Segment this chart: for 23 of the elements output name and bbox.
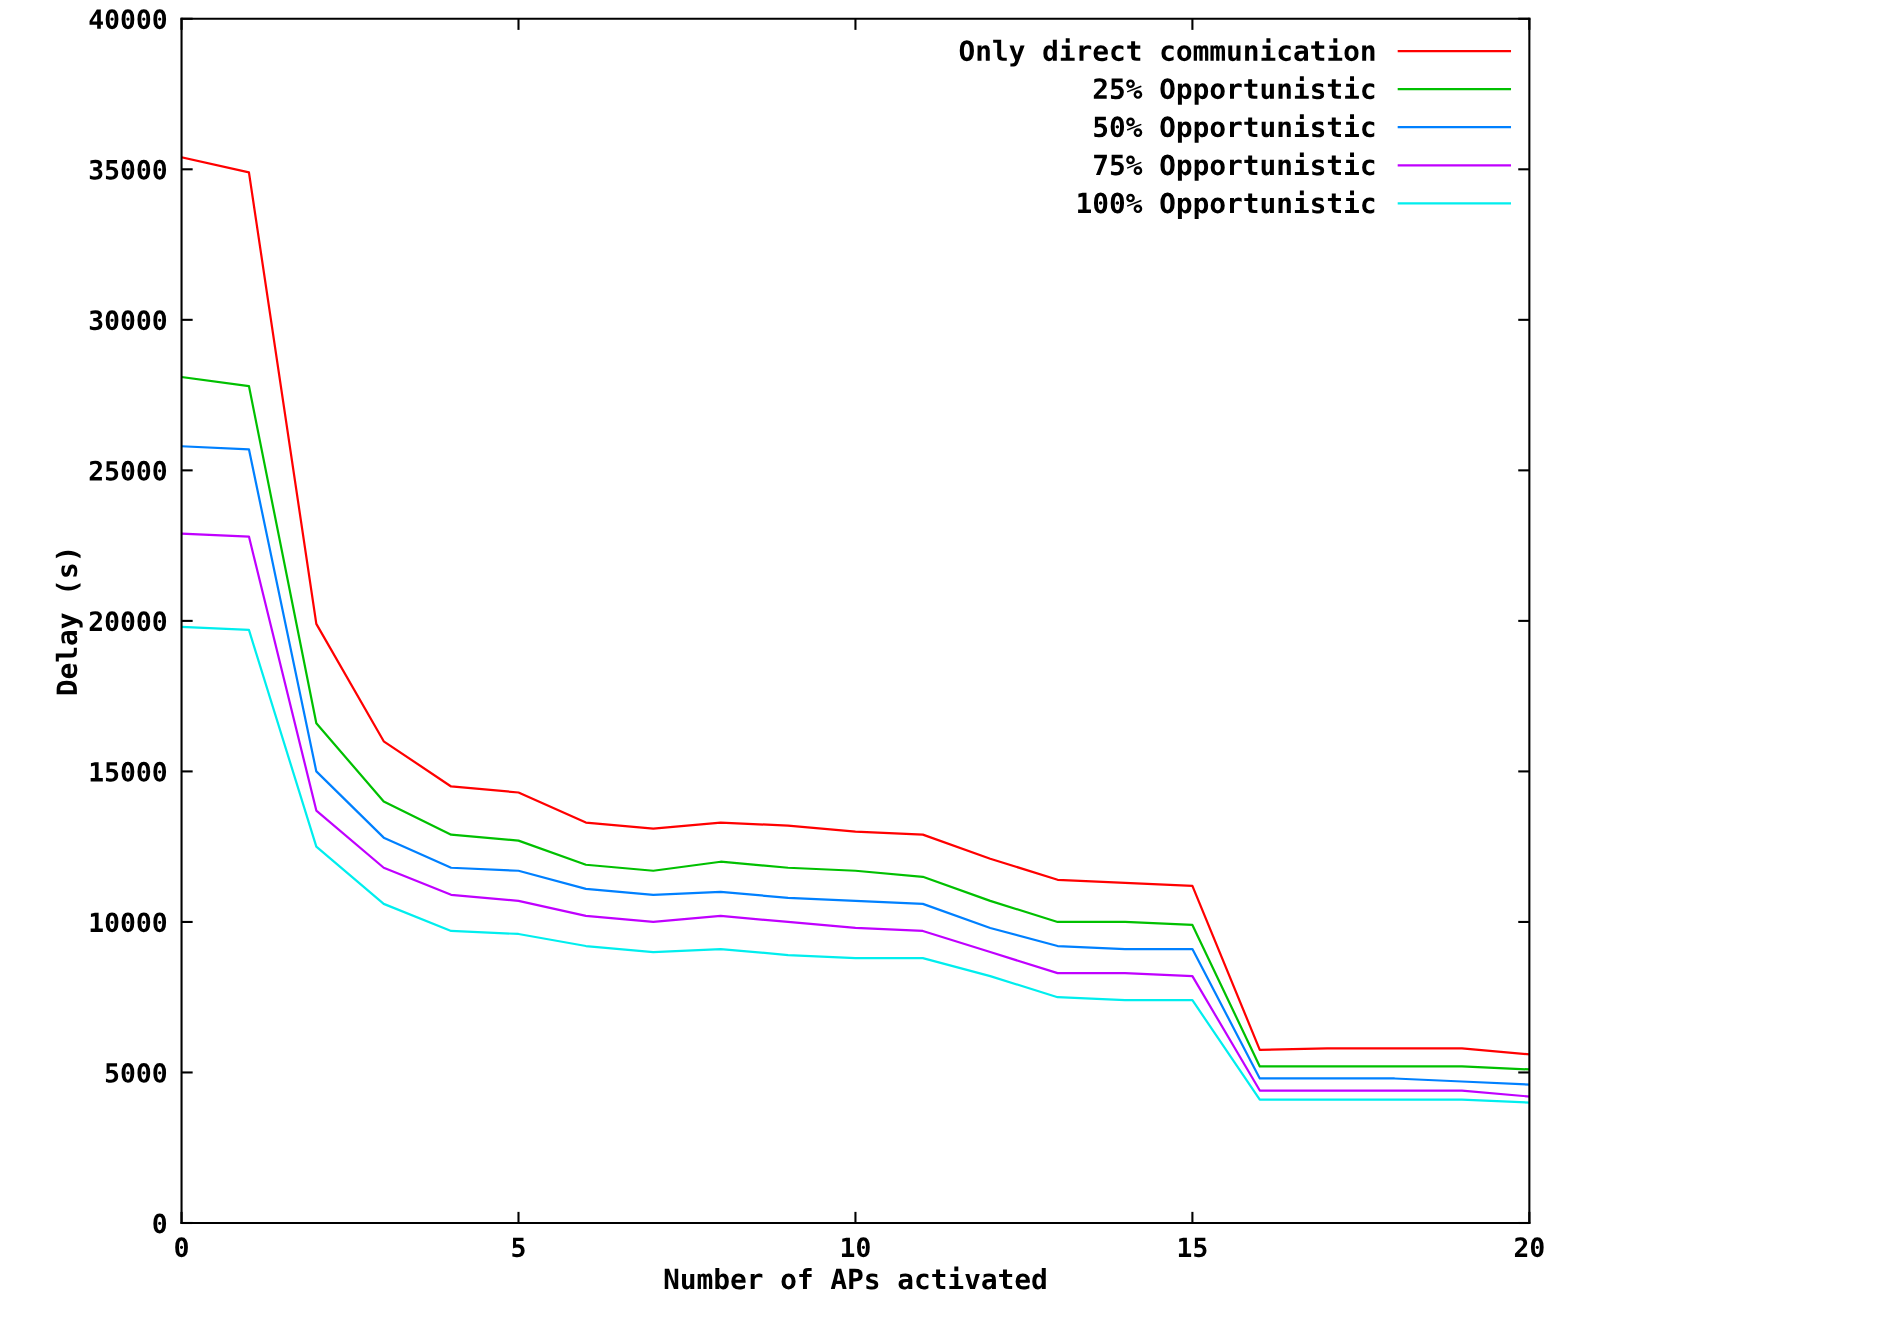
legend-label: Only direct communication xyxy=(959,38,1375,67)
x-tick-label: 20 xyxy=(1514,1237,1544,1258)
x-axis-title: Number of APs activated xyxy=(664,1266,1046,1290)
y-tick-label: 20000 xyxy=(89,611,167,632)
y-tick-label: 40000 xyxy=(89,9,167,30)
y-tick-label: 10000 xyxy=(90,912,167,933)
line-series xyxy=(181,625,1530,1104)
line-series xyxy=(181,532,1530,1098)
y-tick-label: 30000 xyxy=(89,310,167,331)
y-tick-label: 25000 xyxy=(89,460,167,481)
legend-label: 100% Opportunistic xyxy=(1078,190,1375,219)
legend-label: 75% Opportunistic xyxy=(1094,152,1375,181)
y-tick-label: 15000 xyxy=(90,761,167,782)
y-tick-label: 5000 xyxy=(105,1062,167,1083)
x-tick-label: 0 xyxy=(175,1237,188,1258)
x-tick-label: 15 xyxy=(1178,1237,1207,1258)
y-tick-label: 35000 xyxy=(89,159,167,180)
legend-label: 50% Opportunistic xyxy=(1094,114,1375,143)
x-tick-label: 5 xyxy=(512,1237,525,1258)
x-tick-label: 10 xyxy=(841,1237,870,1258)
y-tick-label: 0 xyxy=(153,1213,167,1234)
y-axis-title: Delay (s) xyxy=(55,550,83,695)
legend-label: 25% Opportunistic xyxy=(1093,76,1375,105)
